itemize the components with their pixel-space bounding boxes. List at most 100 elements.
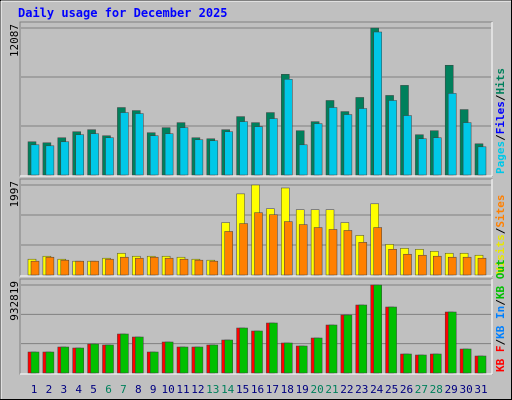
x-tick-label: 15 xyxy=(236,383,249,396)
bar xyxy=(433,353,442,374)
x-tick-label: 20 xyxy=(310,383,323,396)
bar xyxy=(135,336,144,374)
bar xyxy=(284,342,293,374)
bar xyxy=(149,135,159,176)
legend: Visits/Sites xyxy=(494,195,507,275)
x-tick-label: 5 xyxy=(90,383,97,396)
x-tick-label: 27 xyxy=(415,383,428,396)
x-tick-label: 22 xyxy=(340,383,353,396)
x-tick-label: 21 xyxy=(325,383,338,396)
bar xyxy=(403,115,412,176)
bar xyxy=(120,256,129,276)
x-tick-label: 11 xyxy=(176,383,189,396)
bar xyxy=(135,257,144,276)
bar xyxy=(477,257,487,276)
bar xyxy=(403,353,412,374)
legend-separator: / xyxy=(494,94,507,101)
chart-title: Daily usage for December 2025 xyxy=(18,6,228,20)
bar xyxy=(30,351,40,374)
x-tick-label: 24 xyxy=(370,383,384,396)
bar xyxy=(105,344,114,374)
legend-separator: / xyxy=(494,227,507,234)
bar xyxy=(224,131,233,176)
x-tick-label: 13 xyxy=(206,383,219,396)
bar xyxy=(298,345,308,374)
bar xyxy=(328,229,338,276)
bar xyxy=(239,223,248,276)
bar xyxy=(120,112,129,176)
x-tick-label: 2 xyxy=(46,383,53,396)
bar xyxy=(30,260,40,276)
bar xyxy=(90,343,99,374)
bar xyxy=(164,341,174,374)
bar xyxy=(358,242,368,276)
legend-separator: / xyxy=(494,134,507,141)
bar xyxy=(209,344,219,374)
bar xyxy=(45,145,55,176)
legend-entry: Sites xyxy=(494,195,507,228)
bar xyxy=(194,139,204,176)
bar xyxy=(254,330,263,374)
bar xyxy=(418,138,427,176)
x-tick-label: 18 xyxy=(281,383,294,396)
x-tick-label: 26 xyxy=(400,383,413,396)
bar xyxy=(418,354,427,374)
bar xyxy=(135,113,144,176)
legend-entry: Visits xyxy=(494,234,507,274)
bar xyxy=(388,100,397,176)
bar xyxy=(477,355,487,374)
bar xyxy=(373,284,382,374)
x-tick-label: 19 xyxy=(296,383,309,396)
x-tick-label: 3 xyxy=(60,383,67,396)
y-max-label: 932819 xyxy=(8,281,21,321)
bar xyxy=(164,257,174,276)
legend-entry: KB F xyxy=(494,346,507,373)
bar xyxy=(388,306,397,374)
bar xyxy=(105,258,114,276)
bar xyxy=(254,212,263,276)
x-tick-label: 6 xyxy=(105,383,112,396)
bar xyxy=(90,133,99,176)
bar xyxy=(373,31,382,176)
bar xyxy=(45,256,55,276)
legend-entry: Files xyxy=(494,101,507,134)
bar xyxy=(343,114,353,176)
bar xyxy=(328,107,338,176)
bar xyxy=(194,259,204,276)
bar xyxy=(269,214,278,276)
legend-separator: / xyxy=(494,299,507,306)
bar xyxy=(179,346,189,374)
bar xyxy=(179,258,189,276)
bar xyxy=(388,249,397,276)
bar xyxy=(343,314,353,374)
legend-separator: / xyxy=(494,339,507,346)
legend-entry: KB In xyxy=(494,306,507,339)
bar xyxy=(313,123,323,176)
bar xyxy=(224,339,233,374)
bar xyxy=(45,351,55,374)
bar xyxy=(477,146,487,176)
bar xyxy=(60,141,70,176)
bar xyxy=(60,259,70,276)
legend-entry: KB Out xyxy=(494,259,507,299)
legend: KB F/KB In/KB Out xyxy=(494,259,507,372)
x-tick-label: 17 xyxy=(266,383,279,396)
x-tick-label: 4 xyxy=(75,383,82,396)
bar xyxy=(313,337,323,374)
bar xyxy=(254,126,263,176)
bar xyxy=(60,346,70,374)
bar xyxy=(328,324,338,374)
bar xyxy=(447,311,457,374)
bar xyxy=(403,253,412,276)
bar xyxy=(358,304,368,374)
bar xyxy=(433,255,442,276)
bar xyxy=(120,333,129,374)
bar xyxy=(194,346,204,374)
y-max-label: 1997 xyxy=(8,181,21,208)
bar xyxy=(462,348,472,374)
x-tick-label: 31 xyxy=(474,383,487,396)
x-tick-label: 10 xyxy=(161,383,174,396)
x-tick-label: 30 xyxy=(459,383,472,396)
x-tick-label: 7 xyxy=(120,383,127,396)
